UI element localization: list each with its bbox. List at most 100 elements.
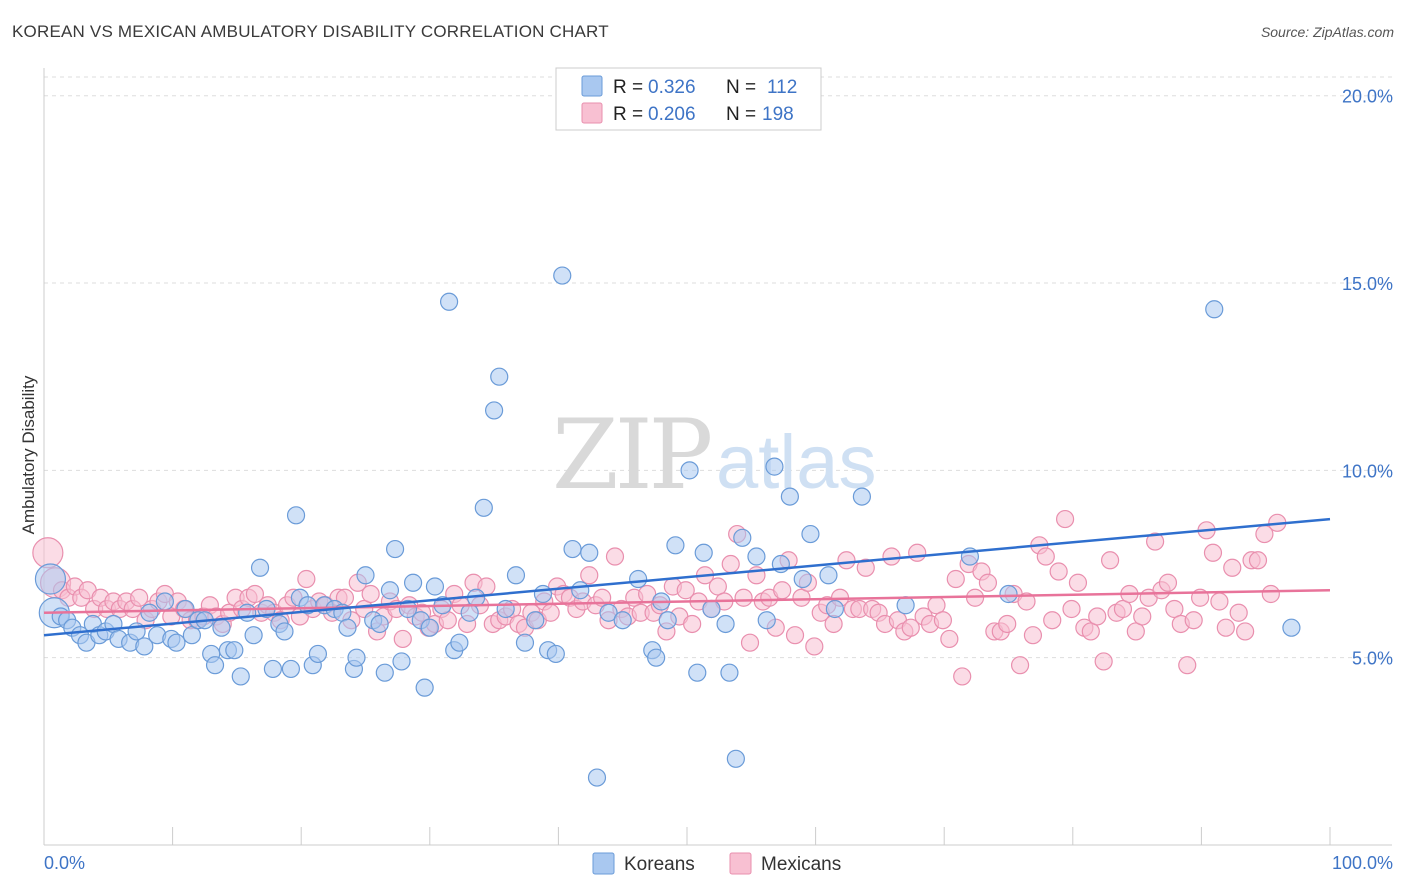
bottom-legend-mexicans-label: Mexicans xyxy=(761,854,841,875)
koreans-point xyxy=(231,667,250,686)
koreans-point xyxy=(250,558,270,577)
legend-mexicans-swatch xyxy=(581,102,603,124)
mexicans-point xyxy=(1049,562,1068,581)
axis-layer xyxy=(43,68,1392,846)
koreans-point xyxy=(720,663,739,682)
koreans-point xyxy=(392,652,411,671)
bottom-legend-koreans-label: Koreans xyxy=(624,854,695,875)
mexicans-point xyxy=(1178,656,1197,675)
mexicans-trend-line xyxy=(43,588,1331,614)
koreans-point xyxy=(286,506,306,525)
legend-n-value-koreans: 112 xyxy=(767,77,797,98)
mexicans-point xyxy=(1184,611,1203,630)
koreans-point xyxy=(415,678,434,697)
koreans-point xyxy=(135,637,154,656)
mexicans-point xyxy=(882,547,901,566)
mexicans-point xyxy=(908,543,927,562)
koreans-points xyxy=(34,266,1301,787)
koreans-point xyxy=(571,581,590,600)
koreans-point xyxy=(613,611,632,630)
koreans-point xyxy=(496,599,515,619)
mexicans-point xyxy=(297,569,316,589)
watermark-zip: ZIP xyxy=(552,399,711,511)
mexicans-point xyxy=(1081,622,1100,641)
y-axis-title: Ambulatory Disability xyxy=(19,375,38,534)
mexicans-point xyxy=(1203,543,1223,562)
koreans-point xyxy=(275,622,294,641)
koreans-point xyxy=(490,367,509,386)
koreans-point xyxy=(819,566,838,585)
mexicans-point xyxy=(953,667,972,686)
bottom-legend: Koreans Mexicans xyxy=(592,852,841,875)
mexicans-point xyxy=(683,614,702,634)
legend-r-value-mexicans: 0.206 xyxy=(648,104,696,125)
koreans-point xyxy=(999,584,1018,604)
mexicans-point xyxy=(541,603,560,622)
mexicans-point xyxy=(708,577,727,596)
x-tick-label-left: 0.0% xyxy=(44,853,85,873)
koreans-point xyxy=(375,663,394,682)
mexicans-point xyxy=(940,629,959,649)
legend-n-value-mexicans: 198 xyxy=(762,104,794,125)
koreans-point xyxy=(733,528,752,547)
koreans-point xyxy=(281,659,301,679)
koreans-point xyxy=(793,569,812,589)
koreans-point xyxy=(702,599,721,619)
koreans-point xyxy=(420,618,439,637)
koreans-point xyxy=(526,611,545,630)
koreans-point xyxy=(580,543,599,562)
mexicans-point xyxy=(605,547,625,566)
koreans-point xyxy=(398,599,418,619)
mexicans-point xyxy=(740,633,760,652)
mexicans-point xyxy=(1036,547,1055,566)
koreans-point xyxy=(439,292,459,311)
mexicans-point xyxy=(1229,603,1248,622)
koreans-point xyxy=(380,581,400,600)
koreans-point xyxy=(599,603,618,622)
koreans-point xyxy=(506,566,526,585)
mexicans-point xyxy=(1158,573,1178,592)
koreans-point xyxy=(225,641,244,660)
koreans-point xyxy=(896,596,915,615)
mexicans-point xyxy=(1223,558,1242,577)
koreans-trend-line xyxy=(43,517,1331,637)
koreans-point xyxy=(666,536,685,555)
legend-box: R = 0.326 N = 112 R = 0.206 N = 198 xyxy=(555,67,822,131)
koreans-point xyxy=(801,524,820,544)
koreans-point xyxy=(533,584,553,604)
mexicans-point xyxy=(792,588,811,607)
mexicans-point xyxy=(837,551,856,570)
mexicans-point xyxy=(1100,551,1120,570)
mexicans-point xyxy=(1165,599,1184,619)
y-tick-label: 20.0% xyxy=(1342,87,1393,107)
koreans-point xyxy=(370,614,389,634)
legend-r-label-koreans: R = xyxy=(613,77,643,98)
mexicans-point xyxy=(785,626,805,645)
koreans-point xyxy=(244,626,263,645)
chart-source: Source: ZipAtlas.com xyxy=(1260,24,1394,40)
koreans-point xyxy=(474,498,493,517)
mexicans-point xyxy=(361,584,380,604)
koreans-point xyxy=(680,461,699,480)
mexicans-point xyxy=(946,569,965,589)
koreans-point xyxy=(765,457,784,476)
mexicans-point xyxy=(1210,592,1229,611)
koreans-point xyxy=(403,573,423,592)
koreans-point xyxy=(647,648,666,667)
mexicans-point xyxy=(245,584,265,604)
koreans-point xyxy=(263,659,283,679)
watermark: ZIP atlas xyxy=(552,399,877,511)
koreans-point xyxy=(34,563,67,595)
koreans-point xyxy=(546,644,565,664)
mexicans-point xyxy=(1088,607,1107,626)
legend-koreans-swatch xyxy=(581,75,603,97)
koreans-point xyxy=(347,648,366,667)
mexicans-point xyxy=(1133,607,1152,626)
mexicans-point xyxy=(1062,599,1081,619)
koreans-point xyxy=(726,749,745,768)
mexicans-point xyxy=(1068,573,1088,592)
koreans-point xyxy=(563,539,582,559)
koreans-point xyxy=(155,592,174,611)
koreans-point xyxy=(716,614,735,634)
